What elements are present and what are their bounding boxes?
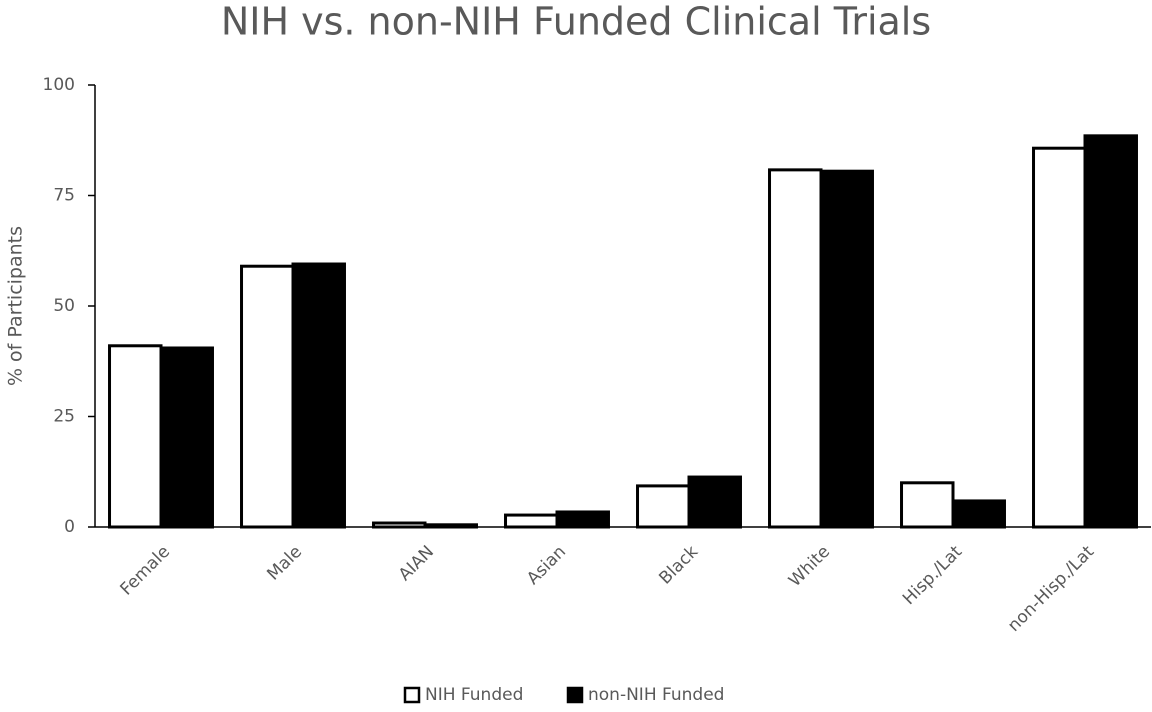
y-axis-label: % of Participants xyxy=(5,226,27,386)
legend-label: non-NIH Funded xyxy=(588,685,724,705)
y-tick-label: 0 xyxy=(64,517,75,537)
legend-swatch xyxy=(566,686,584,704)
legend-swatch xyxy=(403,686,421,704)
bar xyxy=(900,481,955,529)
bar xyxy=(291,262,346,529)
y-tick-label: 100 xyxy=(43,75,75,95)
bar xyxy=(819,169,874,529)
bar xyxy=(768,168,823,529)
x-tick-label: non-Hisp./Lat xyxy=(1004,542,1098,636)
y-tick-label: 75 xyxy=(53,186,75,206)
x-tick-label: Female xyxy=(116,542,174,600)
bar xyxy=(240,264,295,529)
bar xyxy=(159,346,214,529)
bar xyxy=(951,499,1006,529)
bar xyxy=(108,344,163,529)
legend-label: NIH Funded xyxy=(425,685,523,705)
y-tick-label: 50 xyxy=(53,296,75,316)
x-tick-label: Asian xyxy=(523,542,570,589)
bar xyxy=(504,513,559,529)
x-tick-label: Male xyxy=(263,542,306,585)
x-tick-label: Black xyxy=(655,542,702,589)
bar xyxy=(1083,134,1138,529)
x-tick-label: Hisp./Lat xyxy=(899,542,966,609)
x-tick-label: AIAN xyxy=(395,542,438,585)
bar xyxy=(555,510,610,529)
y-tick-label: 25 xyxy=(53,407,75,427)
bar xyxy=(687,475,742,529)
bar xyxy=(1032,146,1087,529)
chart-title: NIH vs. non-NIH Funded Clinical Trials xyxy=(221,0,931,44)
x-tick-label: White xyxy=(785,542,834,591)
bar xyxy=(636,484,691,529)
